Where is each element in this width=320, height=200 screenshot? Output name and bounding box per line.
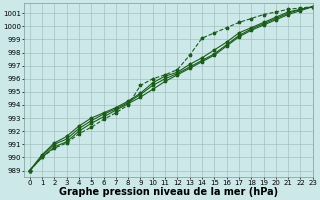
X-axis label: Graphe pression niveau de la mer (hPa): Graphe pression niveau de la mer (hPa) bbox=[59, 187, 278, 197]
